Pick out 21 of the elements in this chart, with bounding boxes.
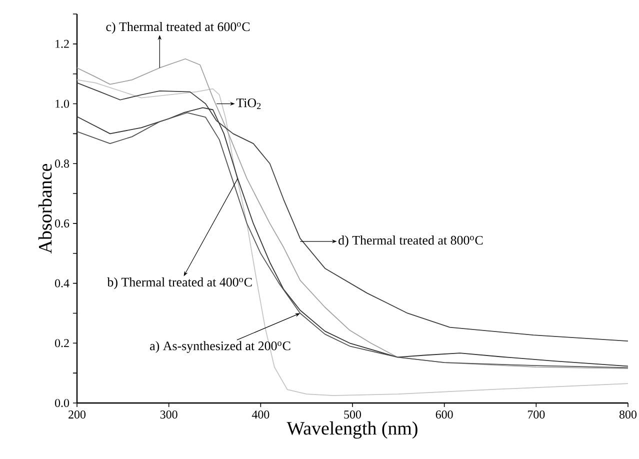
annotation: b) Thermal treated at 400$^{o}$C — [107, 277, 252, 290]
annotation: c) Thermal treated at 600$^{o}$C — [106, 22, 250, 34]
x-tick-label: 400 — [252, 410, 270, 419]
y-tick-label: 0.4 — [55, 279, 70, 288]
y-tick-label: 0.0 — [55, 398, 70, 408]
y-axis-title: Absorbance — [38, 164, 52, 254]
y-tick-label: 1.0 — [56, 100, 70, 108]
annotation: a) As-synthesized at 200$^{o}$C — [150, 341, 290, 353]
x-tick-label: 600 — [436, 410, 453, 419]
y-tick-label: 1.2 — [56, 40, 69, 48]
y-tick-label: 0.2 — [55, 339, 69, 348]
x-tick-label: 300 — [160, 410, 178, 419]
x-tick-label: 500 — [344, 410, 362, 419]
x-tick-label: 200 — [68, 410, 86, 419]
y-tick-label: 0.6 — [55, 219, 70, 228]
annotation: d) Thermal treated at 800$^{o}$C — [338, 236, 483, 248]
x-tick-label: 800 — [619, 410, 637, 419]
annotation: TiO$_{2}$ — [236, 98, 261, 109]
x-axis-title: Wavelength (nm) — [286, 421, 418, 439]
y-tick-label: 0.8 — [55, 160, 70, 168]
x-tick-label: 700 — [528, 410, 545, 419]
